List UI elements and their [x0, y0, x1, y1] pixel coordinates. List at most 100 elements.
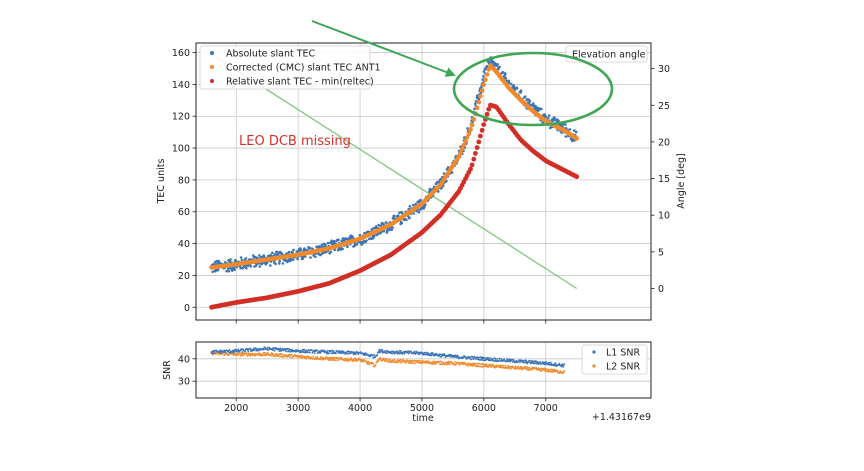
- tec-point: [513, 88, 517, 91]
- tec-point: [568, 128, 572, 131]
- tec-point: [370, 228, 374, 231]
- snr-axes-frame: [195, 341, 652, 399]
- tec-point: [252, 254, 255, 257]
- tec-point: [474, 105, 480, 111]
- snr-point: [331, 352, 334, 355]
- snr-y-tick-label: 40: [178, 354, 190, 365]
- snr-point: [321, 356, 324, 359]
- legend-marker-corrected-tec: [210, 65, 214, 69]
- tec-point: [498, 65, 501, 69]
- snr-point: [511, 361, 514, 363]
- snr-point: [307, 349, 310, 352]
- snr-point: [556, 369, 559, 372]
- tec-point: [351, 236, 355, 239]
- tec-point: [411, 203, 415, 207]
- snr-point: [279, 347, 282, 350]
- snr-point: [425, 360, 428, 362]
- tec-point: [215, 259, 219, 263]
- snr-point: [247, 350, 250, 353]
- snr-point: [386, 352, 388, 355]
- snr-point: [494, 357, 497, 360]
- snr-point: [526, 366, 528, 369]
- snr-point: [361, 358, 364, 361]
- snr-point: [307, 355, 310, 358]
- tec-point: [326, 241, 330, 245]
- snr-point: [510, 367, 512, 370]
- snr-point: [530, 360, 532, 362]
- tec-point: [463, 138, 468, 144]
- tec-point: [504, 72, 507, 75]
- tec-point: [519, 89, 523, 92]
- tec-point: [341, 237, 345, 240]
- tec-point: [528, 100, 532, 103]
- tec-point: [330, 239, 333, 242]
- tec-point: [258, 265, 262, 268]
- tec-point: [299, 248, 303, 252]
- tec-point: [557, 119, 560, 123]
- tec-point: [320, 243, 324, 247]
- snr-axes: 2000 3000 4000 5000 6000 7000 30 40 SNR time +…: [162, 341, 652, 424]
- snr-point: [399, 358, 402, 361]
- snr-point: [521, 361, 524, 364]
- snr-legend-box: [581, 344, 648, 375]
- tec-point: [400, 211, 404, 215]
- snr-point: [348, 350, 351, 353]
- time-x-axis-label: time: [412, 413, 434, 424]
- tec-point: [229, 258, 232, 261]
- angle-y-tick-label: 20: [658, 137, 670, 148]
- l2-snr-series: [210, 351, 566, 375]
- snr-point: [258, 349, 260, 352]
- tec-point: [510, 83, 513, 86]
- snr-point: [346, 352, 348, 355]
- tec-point: [303, 255, 307, 258]
- snr-point: [504, 364, 507, 367]
- snr-point: [272, 353, 275, 356]
- snr-point: [467, 364, 469, 367]
- tec-y-axis-label: TEC units: [156, 159, 167, 205]
- tec-point: [496, 63, 499, 66]
- snr-point: [264, 351, 266, 354]
- snr-point: [439, 353, 442, 356]
- snr-point: [379, 358, 382, 360]
- tec-point: [226, 267, 230, 271]
- snr-point: [432, 360, 435, 363]
- snr-point: [477, 362, 480, 365]
- snr-point: [211, 352, 214, 355]
- leo-dcb-missing-annotation: LEO DCB missing: [239, 134, 351, 149]
- tec-point: [400, 221, 404, 225]
- snr-point: [440, 361, 443, 363]
- tec-point: [564, 123, 567, 126]
- tec-point: [532, 102, 535, 105]
- tec-point: [392, 214, 396, 218]
- snr-point: [427, 360, 430, 362]
- snr-point: [347, 353, 350, 355]
- elevation-legend: Elevation angle: [565, 45, 648, 63]
- snr-point: [408, 362, 410, 364]
- tec-axes: 0 20 40 60 80 100 120 140 160 0 5 10 15 20 25 30 TEC u…: [156, 42, 687, 324]
- snr-point: [502, 360, 505, 362]
- snr-x-ticks: 2000 3000 4000 5000 6000 7000: [224, 398, 558, 414]
- snr-x-tick-label: 6000: [472, 403, 496, 414]
- snr-point: [378, 351, 381, 354]
- snr-point: [553, 368, 556, 371]
- snr-point: [364, 352, 367, 355]
- snr-point: [405, 361, 407, 364]
- tec-point: [456, 154, 462, 159]
- snr-point: [232, 351, 235, 354]
- tec-point: [314, 255, 317, 259]
- tec-y-tick-label: 60: [178, 207, 190, 218]
- snr-point: [304, 351, 307, 354]
- snr-grid: [196, 342, 651, 398]
- snr-point: [541, 361, 544, 363]
- tec-point: [483, 77, 488, 82]
- snr-point: [327, 357, 330, 359]
- snr-point: [540, 370, 542, 373]
- snr-point: [281, 353, 284, 356]
- snr-point: [487, 365, 490, 367]
- snr-point: [496, 358, 499, 360]
- tec-point: [408, 216, 411, 220]
- snr-point: [384, 360, 386, 363]
- snr-point: [400, 350, 402, 352]
- snr-point: [562, 372, 565, 375]
- snr-point: [331, 349, 333, 352]
